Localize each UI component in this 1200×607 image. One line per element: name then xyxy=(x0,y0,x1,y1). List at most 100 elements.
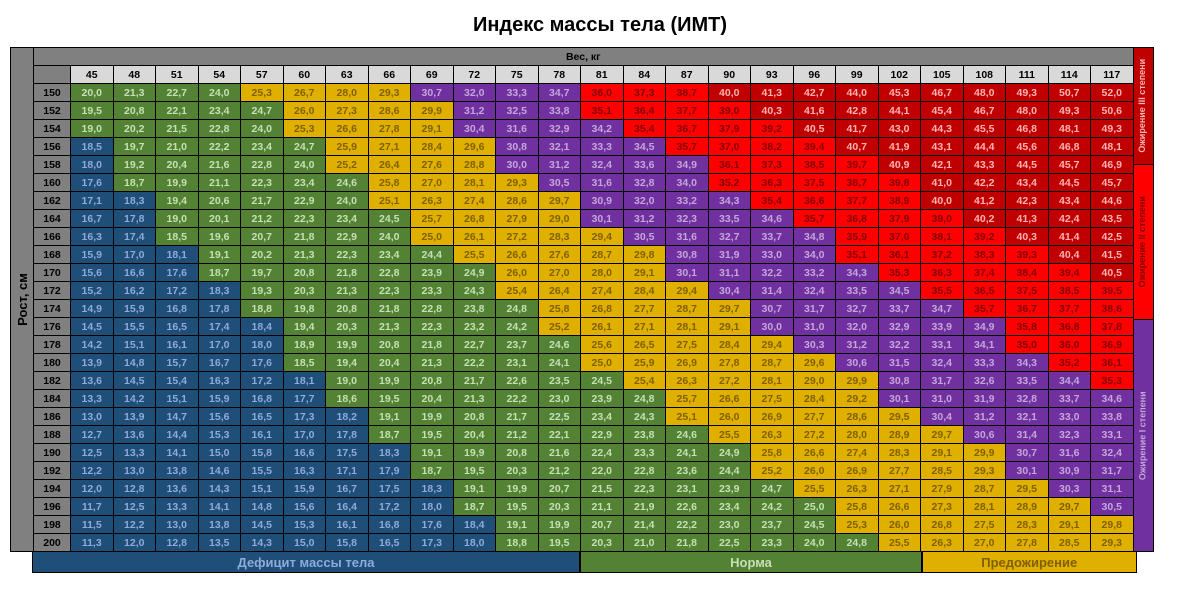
bmi-cell: 29,7 xyxy=(921,426,964,444)
bmi-cell: 14,3 xyxy=(198,480,241,498)
bmi-cell: 20,8 xyxy=(496,444,539,462)
weight-header: 48 xyxy=(113,66,156,84)
bmi-cell: 35,0 xyxy=(1006,336,1049,354)
bmi-cell: 34,9 xyxy=(666,156,709,174)
bmi-cell: 28,6 xyxy=(368,102,411,120)
bmi-cell: 35,3 xyxy=(878,264,921,282)
bmi-cell: 18,7 xyxy=(411,462,454,480)
bmi-cell: 15,8 xyxy=(241,444,284,462)
bmi-cell: 31,6 xyxy=(581,174,624,192)
bmi-cell: 30,0 xyxy=(751,318,794,336)
bmi-cell: 16,8 xyxy=(241,390,284,408)
bmi-cell: 18,3 xyxy=(198,282,241,300)
bmi-cell: 26,8 xyxy=(453,210,496,228)
bmi-cell: 22,2 xyxy=(496,390,539,408)
bmi-cell: 18,1 xyxy=(283,372,326,390)
bmi-cell: 36,6 xyxy=(793,192,836,210)
bmi-cell: 19,1 xyxy=(198,246,241,264)
bmi-cell: 20,8 xyxy=(283,264,326,282)
weight-header: 51 xyxy=(156,66,199,84)
bmi-cell: 40,2 xyxy=(963,210,1006,228)
weight-header: 117 xyxy=(1091,66,1134,84)
bmi-cell: 37,3 xyxy=(623,84,666,102)
bmi-cell: 21,3 xyxy=(368,318,411,336)
bmi-cell: 46,9 xyxy=(1091,156,1134,174)
bmi-cell: 22,1 xyxy=(156,102,199,120)
bmi-cell: 13,3 xyxy=(113,444,156,462)
bmi-cell: 27,3 xyxy=(921,498,964,516)
bmi-cell: 24,2 xyxy=(751,498,794,516)
bmi-cell: 21,2 xyxy=(241,210,284,228)
bmi-cell: 15,9 xyxy=(113,300,156,318)
bmi-cell: 34,3 xyxy=(1006,354,1049,372)
x-axis-label: Вес, кг xyxy=(34,48,1134,66)
bmi-cell: 15,9 xyxy=(71,246,114,264)
bmi-cell: 30,8 xyxy=(496,138,539,156)
bmi-cell: 16,8 xyxy=(156,300,199,318)
bmi-cell: 26,9 xyxy=(751,408,794,426)
bmi-cell: 28,9 xyxy=(878,426,921,444)
height-header: 152 xyxy=(34,102,71,120)
bmi-cell: 20,7 xyxy=(581,516,624,534)
bmi-cell: 23,4 xyxy=(368,246,411,264)
bmi-cell: 28,9 xyxy=(1006,498,1049,516)
bmi-cell: 28,8 xyxy=(453,156,496,174)
bmi-cell: 36,3 xyxy=(921,264,964,282)
bmi-cell: 27,8 xyxy=(1006,534,1049,552)
bmi-cell: 29,9 xyxy=(963,444,1006,462)
bmi-cell: 27,7 xyxy=(623,300,666,318)
bmi-cell: 16,1 xyxy=(326,516,369,534)
bmi-cell: 44,0 xyxy=(836,84,879,102)
bmi-cell: 13,6 xyxy=(113,426,156,444)
bmi-cell: 13,6 xyxy=(156,480,199,498)
bmi-cell: 17,8 xyxy=(198,300,241,318)
bottom-category-axis: Дефицит массы телаНормаПредожирение xyxy=(10,552,1190,573)
bmi-cell: 24,0 xyxy=(283,156,326,174)
bmi-cell: 22,5 xyxy=(708,534,751,552)
bmi-cell: 21,1 xyxy=(198,174,241,192)
bmi-cell: 28,3 xyxy=(878,444,921,462)
bmi-cell: 26,1 xyxy=(453,228,496,246)
bmi-cell: 37,8 xyxy=(1091,318,1134,336)
bmi-cell: 29,7 xyxy=(1048,498,1091,516)
bmi-cell: 48,0 xyxy=(1006,102,1049,120)
bmi-cell: 21,7 xyxy=(496,408,539,426)
bmi-cell: 41,7 xyxy=(836,120,879,138)
bmi-cell: 15,6 xyxy=(71,264,114,282)
bmi-cell: 46,8 xyxy=(1048,138,1091,156)
bmi-cell: 23,1 xyxy=(666,480,709,498)
bmi-cell: 27,6 xyxy=(411,156,454,174)
bmi-cell: 25,0 xyxy=(411,228,454,246)
bmi-cell: 25,1 xyxy=(666,408,709,426)
bmi-cell: 20,2 xyxy=(241,246,284,264)
bmi-cell: 29,0 xyxy=(793,372,836,390)
bmi-cell: 21,7 xyxy=(453,372,496,390)
bmi-cell: 36,1 xyxy=(708,156,751,174)
bmi-cell: 24,6 xyxy=(326,174,369,192)
bmi-cell: 31,9 xyxy=(963,390,1006,408)
weight-header: 90 xyxy=(708,66,751,84)
bmi-cell: 28,4 xyxy=(411,138,454,156)
height-header: 190 xyxy=(34,444,71,462)
weight-header: 78 xyxy=(538,66,581,84)
bmi-cell: 16,5 xyxy=(156,318,199,336)
bmi-cell: 15,0 xyxy=(198,444,241,462)
bmi-cell: 18,1 xyxy=(156,246,199,264)
bmi-cell: 41,6 xyxy=(793,102,836,120)
bmi-cell: 17,3 xyxy=(283,408,326,426)
bmi-cell: 26,3 xyxy=(666,372,709,390)
bmi-cell: 15,1 xyxy=(113,336,156,354)
bmi-cell: 23,3 xyxy=(751,534,794,552)
bmi-cell: 30,6 xyxy=(836,354,879,372)
bmi-cell: 42,1 xyxy=(921,156,964,174)
bmi-cell: 25,5 xyxy=(793,480,836,498)
bmi-cell: 26,3 xyxy=(836,480,879,498)
bmi-cell: 40,3 xyxy=(1006,228,1049,246)
bmi-cell: 27,2 xyxy=(708,372,751,390)
bmi-cell: 19,5 xyxy=(71,102,114,120)
bmi-cell: 23,8 xyxy=(623,426,666,444)
bmi-cell: 25,3 xyxy=(283,120,326,138)
bmi-cell: 33,5 xyxy=(1006,372,1049,390)
bmi-cell: 34,2 xyxy=(581,120,624,138)
height-header: 188 xyxy=(34,426,71,444)
